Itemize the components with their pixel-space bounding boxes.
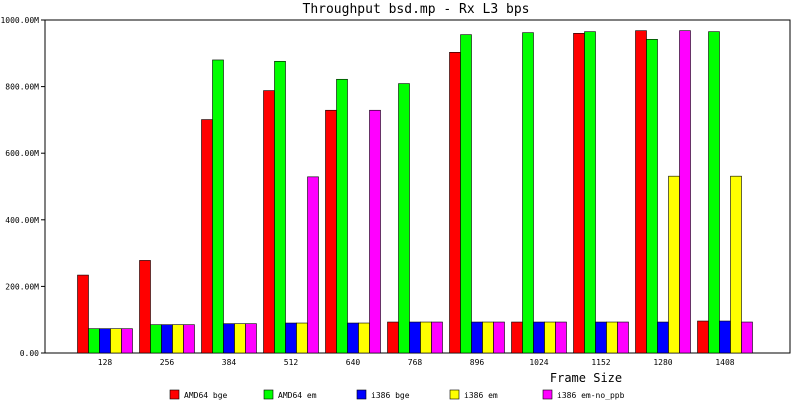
x-tick-label: 512 xyxy=(284,358,299,367)
bar-i386-bge-1024 xyxy=(533,321,545,354)
bar-i386-em-384 xyxy=(234,323,246,354)
bar-amd64-bge-896 xyxy=(449,52,461,354)
bar-amd64-bge-640 xyxy=(325,109,337,354)
bar-i386-em-no-ppb-640 xyxy=(369,109,381,354)
bar-amd64-bge-1024 xyxy=(511,321,523,354)
bar-amd64-em-256 xyxy=(150,324,162,354)
bar-i386-em-1152 xyxy=(606,321,618,354)
bar-amd64-em-896 xyxy=(460,34,472,354)
legend-swatch xyxy=(542,389,553,400)
x-tick-label: 1024 xyxy=(529,358,548,367)
chart-title: Throughput bsd.mp - Rx L3 bps xyxy=(303,2,530,17)
y-tick-label: 400.00M xyxy=(5,216,39,225)
legend-swatch xyxy=(356,389,367,400)
x-axis-label: Frame Size xyxy=(550,371,622,385)
bar-i386-bge-256 xyxy=(161,324,173,354)
bar-i386-bge-640 xyxy=(347,322,359,354)
legend-swatch xyxy=(449,389,460,400)
y-tick-label: 200.00M xyxy=(5,282,39,291)
bar-i386-em-no-ppb-256 xyxy=(183,324,195,354)
bar-amd64-bge-256 xyxy=(139,260,151,354)
x-tick-label: 896 xyxy=(470,358,485,367)
bar-amd64-em-1152 xyxy=(584,31,596,354)
bar-i386-em-no-ppb-1024 xyxy=(555,321,567,354)
bar-i386-em-no-ppb-1280 xyxy=(679,30,691,354)
y-tick-label: 0.00 xyxy=(20,349,39,358)
y-tick-label: 600.00M xyxy=(5,149,39,158)
bar-amd64-bge-128 xyxy=(77,274,89,354)
bar-i386-em-no-ppb-1152 xyxy=(617,321,629,354)
x-tick-label: 1152 xyxy=(591,358,610,367)
bar-amd64-em-384 xyxy=(212,59,224,354)
bar-amd64-em-1280 xyxy=(646,39,658,354)
bar-i386-em-no-ppb-768 xyxy=(431,321,443,354)
bar-i386-em-1408 xyxy=(730,175,742,354)
bar-i386-em-1024 xyxy=(544,321,556,354)
bar-amd64-bge-384 xyxy=(201,119,213,354)
bar-amd64-bge-1152 xyxy=(573,33,585,354)
bar-i386-em-128 xyxy=(110,328,122,354)
legend-label: AMD64 bge xyxy=(184,391,228,400)
bar-i386-em-896 xyxy=(482,321,494,354)
bar-i386-em-no-ppb-896 xyxy=(493,321,505,354)
bar-amd64-bge-1408 xyxy=(697,320,709,354)
bar-i386-em-no-ppb-1408 xyxy=(741,321,753,354)
bar-i386-em-512 xyxy=(296,322,308,354)
bar-i386-em-768 xyxy=(420,321,432,354)
bar-i386-em-no-ppb-384 xyxy=(245,323,257,354)
bar-i386-em-1280 xyxy=(668,175,680,354)
y-tick-label: 1000.00M xyxy=(0,16,39,25)
bar-i386-bge-1408 xyxy=(719,320,731,354)
bar-i386-bge-128 xyxy=(99,328,111,354)
x-tick-label: 1280 xyxy=(653,358,672,367)
x-tick-label: 384 xyxy=(222,358,237,367)
bar-amd64-em-1408 xyxy=(708,31,720,354)
x-axis: 128 256 384 512 640 768 896 1024 1152 1280 1408 xyxy=(98,358,735,367)
bar-amd64-em-640 xyxy=(336,78,348,354)
bar-amd64-bge-768 xyxy=(387,321,399,354)
x-tick-label: 128 xyxy=(98,358,113,367)
x-tick-label: 256 xyxy=(160,358,175,367)
bar-i386-em-256 xyxy=(172,324,184,354)
legend-swatch xyxy=(263,389,274,400)
legend-swatch xyxy=(169,389,180,400)
legend: AMD64 bge AMD64 em i386 bge i386 em i386 em-… xyxy=(169,389,625,400)
bar-amd64-bge-512 xyxy=(263,90,275,354)
legend-label: i386 em-no_ppb xyxy=(557,391,625,400)
legend-label: i386 em xyxy=(464,391,498,400)
y-tick-label: 800.00M xyxy=(5,83,39,92)
bar-i386-em-640 xyxy=(358,322,370,354)
bar-amd64-bge-1280 xyxy=(635,30,647,354)
bar-amd64-em-128 xyxy=(88,328,100,354)
bar-i386-bge-1152 xyxy=(595,321,607,354)
bars xyxy=(77,30,753,354)
x-tick-label: 1408 xyxy=(715,358,734,367)
bar-amd64-em-768 xyxy=(398,83,410,354)
legend-label: AMD64 em xyxy=(278,391,317,400)
plot-area xyxy=(44,19,791,354)
bar-amd64-em-1024 xyxy=(522,32,534,354)
bar-i386-em-no-ppb-512 xyxy=(307,176,319,354)
bar-amd64-em-512 xyxy=(274,60,286,354)
bar-i386-bge-384 xyxy=(223,323,235,354)
bar-i386-bge-512 xyxy=(285,322,297,354)
legend-label: i386 bge xyxy=(371,391,410,400)
bar-i386-bge-1280 xyxy=(657,321,669,354)
x-tick-label: 768 xyxy=(408,358,423,367)
x-tick-label: 640 xyxy=(346,358,361,367)
bar-i386-bge-896 xyxy=(471,321,483,354)
bar-i386-em-no-ppb-128 xyxy=(121,328,133,354)
bar-i386-bge-768 xyxy=(409,321,421,354)
y-axis: 0.00 200.00M 400.00M 600.00M 800.00M 1000.00M xyxy=(0,16,45,358)
